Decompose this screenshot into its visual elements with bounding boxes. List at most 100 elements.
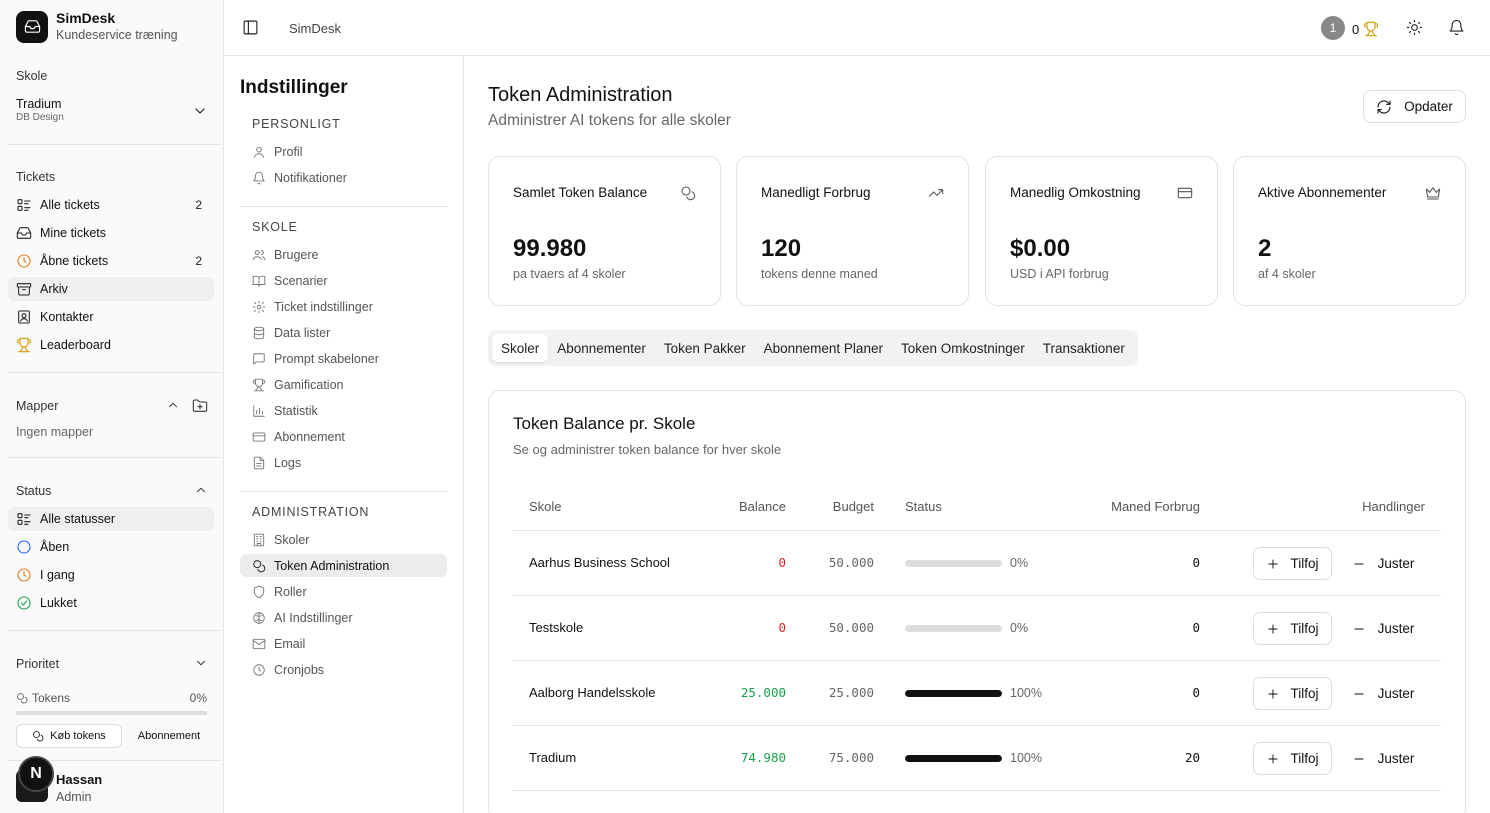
chevron-down-icon[interactable]	[194, 656, 208, 670]
settings-item-subscription[interactable]: Abonnement	[240, 425, 447, 448]
column-header: Budget	[832, 499, 874, 514]
nav-open-tickets[interactable]: Åbne tickets 2	[8, 249, 214, 273]
sidebar-toggle-button[interactable]	[242, 19, 259, 36]
status-in-progress[interactable]: I gang	[8, 563, 214, 587]
breadcrumb[interactable]: SimDesk	[289, 21, 342, 36]
check-circle-icon	[17, 596, 31, 610]
stat-sub: USD i API forbrug	[1010, 267, 1109, 281]
settings-item-schools[interactable]: Skoler	[240, 528, 447, 551]
divider	[8, 760, 222, 761]
settings-item-prompt-templates[interactable]: Prompt skabeloner	[240, 347, 447, 370]
tab-schools[interactable]: Skoler	[492, 334, 549, 362]
stat-card-monthly-usage: Manedligt Forbrug 120 tokens denne maned	[736, 156, 969, 306]
usage-cell: 0	[1192, 685, 1200, 700]
bar-chart-icon	[253, 404, 265, 417]
settings-item-label: Prompt skabeloner	[274, 351, 379, 366]
status-open[interactable]: Åben	[8, 535, 214, 559]
status-item-label: I gang	[40, 568, 75, 582]
adjust-tokens-button[interactable]: Juster	[1343, 612, 1423, 645]
settings-item-statistics[interactable]: Statistik	[240, 399, 447, 422]
theme-toggle-button[interactable]	[1406, 19, 1423, 36]
refresh-button[interactable]: Opdater	[1363, 90, 1466, 123]
priority-header[interactable]: Prioritet	[16, 657, 208, 671]
mail-icon	[252, 638, 266, 649]
nav-leaderboard[interactable]: Leaderboard	[8, 333, 214, 357]
tab-subscriptions[interactable]: Abonnementer	[557, 340, 646, 356]
add-tokens-button[interactable]: Tilfoj	[1253, 677, 1332, 710]
chevron-up-icon[interactable]	[166, 398, 180, 412]
add-label: Tilfoj	[1290, 556, 1319, 571]
buy-tokens-button[interactable]: Køb tokens	[16, 724, 122, 748]
tab-transactions[interactable]: Transaktioner	[1042, 340, 1125, 356]
status-progress-bar	[905, 625, 1002, 632]
settings-item-label: Logs	[274, 455, 302, 470]
points-value: 0	[1352, 21, 1360, 37]
add-tokens-button[interactable]: Tilfoj	[1253, 547, 1332, 580]
nav-label: Arkiv	[40, 282, 68, 296]
settings-item-data-lists[interactable]: Data lister	[240, 321, 447, 344]
settings-item-email[interactable]: Email	[240, 632, 447, 655]
settings-item-cronjobs[interactable]: Cronjobs	[240, 658, 447, 681]
settings-item-logs[interactable]: Logs	[240, 451, 447, 474]
settings-item-notifications[interactable]: Notifikationer	[240, 166, 447, 189]
settings-item-ticket-settings[interactable]: Ticket indstillinger	[240, 295, 447, 318]
folder-plus-icon[interactable]	[192, 398, 208, 414]
credit-card-icon	[252, 431, 266, 442]
status-progress-bar	[905, 755, 1002, 762]
balance-cell: 0	[778, 620, 786, 635]
credit-card-icon	[1177, 187, 1193, 199]
ticket-count: 2	[195, 198, 202, 212]
tab-token-packages[interactable]: Token Pakker	[663, 340, 746, 356]
adjust-tokens-button[interactable]: Juster	[1343, 677, 1423, 710]
panel-left-icon	[243, 20, 258, 35]
settings-item-scenarios[interactable]: Scenarier	[240, 269, 447, 292]
school-selector[interactable]: Tradium DB Design	[16, 97, 208, 127]
adjust-tokens-button[interactable]: Juster	[1343, 547, 1423, 580]
coins-icon	[681, 186, 696, 201]
token-meter-percent: 0%	[189, 691, 207, 705]
main-content: Token Administration Administrer AI toke…	[464, 56, 1490, 813]
tab-subscription-plans[interactable]: Abonnement Planer	[763, 340, 883, 356]
stat-value: $0.00	[1010, 235, 1071, 262]
column-header: Maned Forbrug	[1111, 499, 1200, 514]
notifications-button[interactable]	[1448, 19, 1465, 36]
refresh-icon	[1377, 99, 1391, 114]
points-display[interactable]: 0	[1352, 21, 1379, 37]
brain-icon	[253, 611, 265, 624]
status-closed[interactable]: Lukket	[8, 591, 214, 615]
brand[interactable]: SimDesk Kundeservice træning	[16, 10, 178, 43]
trending-up-icon	[928, 189, 944, 197]
book-open-icon	[252, 275, 266, 287]
status-header[interactable]: Status	[16, 484, 208, 498]
nav-all-tickets[interactable]: Alle tickets 2	[8, 193, 214, 217]
adjust-tokens-button[interactable]: Juster	[1343, 742, 1423, 775]
settings-item-label: Statistik	[274, 403, 318, 418]
add-tokens-button[interactable]: Tilfoj	[1253, 612, 1332, 645]
building-icon	[253, 533, 265, 546]
chevron-up-icon[interactable]	[194, 483, 208, 497]
nav-archive[interactable]: Arkiv	[8, 277, 214, 301]
plus-icon	[1268, 623, 1279, 634]
nav-contacts[interactable]: Kontakter	[8, 305, 214, 329]
settings-item-ai-settings[interactable]: AI Indstillinger	[240, 606, 447, 629]
clock-icon	[253, 663, 265, 676]
tab-token-costs[interactable]: Token Omkostninger	[900, 340, 1025, 356]
status-all[interactable]: Alle statusser	[8, 507, 214, 531]
add-tokens-button[interactable]: Tilfoj	[1253, 742, 1332, 775]
school-name-cell: Testskole	[529, 620, 584, 635]
sun-icon	[1406, 19, 1423, 36]
level-badge: 1	[1321, 16, 1345, 40]
settings-item-profile[interactable]: Profil	[240, 140, 447, 163]
settings-item-roles[interactable]: Roller	[240, 580, 447, 603]
settings-item-gamification[interactable]: Gamification	[240, 373, 447, 396]
settings-item-users[interactable]: Brugere	[240, 243, 447, 266]
nav-my-tickets[interactable]: Mine tickets	[8, 221, 214, 245]
floating-avatar[interactable]: N	[18, 756, 54, 792]
status-percent: 100%	[1010, 686, 1042, 700]
settings-item-token-administration[interactable]: Token Administration	[240, 554, 447, 577]
stat-card-monthly-cost: Manedlig Omkostning $0.00 USD i API forb…	[985, 156, 1218, 306]
brand-name: SimDesk	[56, 10, 116, 26]
settings-item-label: Abonnement	[274, 429, 345, 444]
nav-label: Kontakter	[40, 310, 94, 324]
subscription-button[interactable]: Abonnement	[137, 730, 201, 742]
